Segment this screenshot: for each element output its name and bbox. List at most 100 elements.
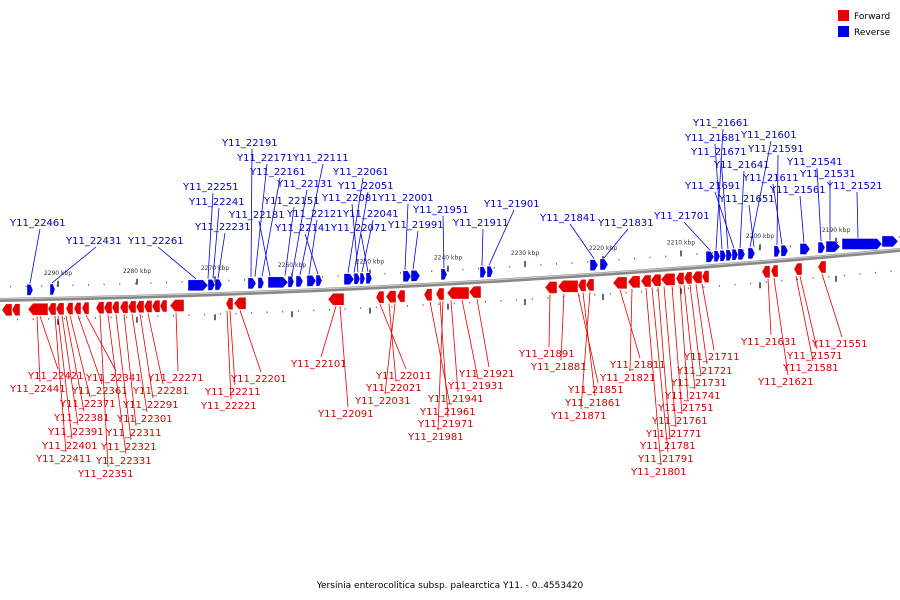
minor-tick [375,306,377,309]
gene-feature-forward [396,289,406,303]
minor-tick [157,315,159,317]
minor-tick [524,265,526,267]
scale-ticks: 2290 kbp 2280 kbp 2270 kbp 2260 kbp 2250 kbp… [10,227,900,325]
leader-line [254,163,268,277]
leader-line [65,315,85,412]
gene-feature-forward [817,260,827,274]
leader-line [360,233,369,272]
minor-tick [836,241,838,244]
leader-line [799,195,805,243]
minor-tick [88,284,89,286]
minor-tick [322,275,323,278]
gene-feature-forward [95,301,105,315]
reverse-gene-label: Y11_21601 [740,130,797,141]
gene-feature-forward [640,274,652,288]
forward-gene-label: Y11_21931 [447,381,504,392]
leader-line [361,219,374,273]
minor-tick [337,275,339,277]
forward-gene-label: Y11_21981 [407,432,464,443]
reverse-gene-label: Y11_21541 [786,157,843,168]
minor-tick [166,281,167,284]
reverse-gene-label: Y11_21531 [799,169,856,180]
forward-gene-label: Y11_22421 [27,371,84,382]
leader-line [437,300,444,431]
leader-line [388,303,397,382]
leader-line [147,313,164,385]
minor-tick [493,266,495,269]
gene-feature-forward [793,262,803,276]
gene-labels: Y11_22461 Y11_22431 Y11_22261 Y11_22251 Y11_… [9,118,883,480]
reverse-gene-label: Y11_22161 [249,167,306,178]
minor-tick [469,301,471,304]
minor-tick [649,256,651,259]
gene-feature-reverse [731,249,739,261]
minor-tick [446,269,448,272]
gene-feature-forward [650,274,662,287]
leader-line [776,154,779,245]
leader-line [772,183,783,245]
minor-tick [103,283,105,286]
reverse-gene-label: Y11_22131 [276,179,333,190]
leader-line [404,203,409,270]
forward-gene-label: Y11_22341 [85,373,142,384]
leader-line [603,228,629,259]
gene-feature-reverse [817,241,826,254]
leader-line [560,293,565,361]
genome-backbone-highlight [0,248,900,300]
leader-line [212,207,220,279]
leader-line [488,209,515,266]
forward-gene-label: Y11_21801 [630,467,687,478]
minor-tick [360,307,362,309]
minor-tick [859,273,861,275]
forward-gene-label: Y11_21821 [599,373,656,384]
gene-feature-forward [233,297,247,310]
gene-feature-reverse [486,266,494,278]
minor-tick [17,318,18,321]
gene-feature-reverse [737,248,746,260]
forward-gene-label: Y11_22401 [41,441,98,452]
minor-tick [228,279,230,282]
minor-tick [672,288,674,291]
minor-tick [244,279,245,281]
minor-tick [391,305,393,308]
leader-line [799,275,818,350]
leader-line [54,315,67,453]
minor-tick [625,291,627,294]
gene-feature-reverse [402,270,412,283]
forward-gene-label: Y11_22351 [77,469,134,480]
leader-line [683,221,711,251]
leader-line [481,228,484,266]
leader-line [85,314,117,372]
gene-feature-forward [47,302,57,316]
minor-tick [703,286,705,288]
leader-line [351,203,359,273]
forward-gene-label: Y11_21771 [645,429,702,440]
tick-label: 2240 kbp [434,255,462,262]
tick-label: 2190 kbp [822,227,850,234]
reverse-gene-label: Y11_22191 [221,138,278,149]
minor-tick [126,316,128,318]
leader-line [689,284,702,377]
gene-feature-reverse [267,276,289,289]
reverse-gene-label: Y11_21661 [692,118,749,129]
leader-line [663,286,677,428]
gene-feature-reverse [479,266,487,278]
gene-feature-reverse [353,273,361,285]
leader-line [57,315,73,440]
gene-feature-forward [423,288,433,301]
leader-line [714,191,735,249]
leader-line [645,287,662,466]
minor-tick [696,253,698,255]
gene-feature-forward [627,275,641,289]
minor-tick [594,294,596,296]
gene-feature-forward [691,271,703,284]
leader-line [115,314,132,441]
gene-feature-forward [468,285,482,299]
minor-tick [72,284,74,286]
forward-gene-label: Y11_22271 [147,373,204,384]
minor-tick [431,270,433,273]
leader-line [99,314,109,468]
leader-line [629,288,633,372]
leader-line [229,310,236,386]
gene-feature-forward [127,300,137,314]
